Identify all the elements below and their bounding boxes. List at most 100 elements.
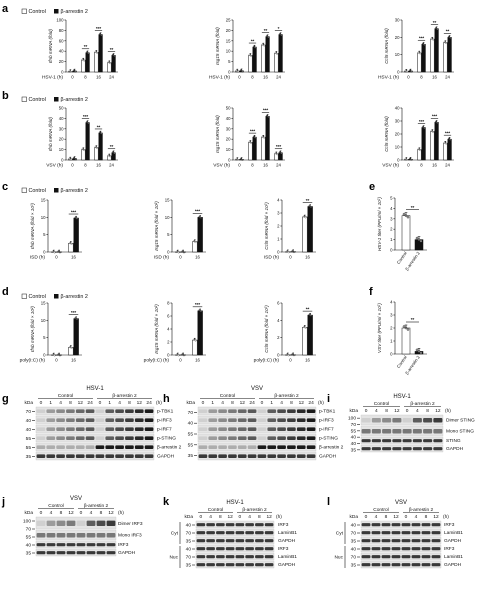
kda-marker: 100	[348, 416, 356, 422]
data-point	[53, 354, 56, 357]
blot-band	[392, 439, 402, 443]
blot-band	[306, 436, 316, 440]
blot-band	[106, 533, 116, 538]
ytick-label: 0	[390, 248, 393, 253]
blot-band	[361, 429, 371, 434]
blot-band	[66, 533, 76, 538]
data-point	[287, 251, 290, 254]
xtick-label: 0	[179, 358, 182, 363]
kda-marker: 35	[351, 563, 357, 569]
xtick-label: 24	[276, 75, 281, 80]
bar-control	[192, 339, 198, 356]
blot-band	[247, 418, 257, 422]
bar-treated	[434, 122, 439, 161]
kda-label: kDa	[184, 514, 193, 520]
bar-treated	[197, 217, 203, 253]
data-point	[53, 251, 56, 254]
blot-band	[46, 454, 56, 458]
blot-title: HSV-1	[393, 394, 411, 400]
blot-band	[218, 436, 227, 440]
blot-group-control: Control	[373, 507, 388, 513]
chart-b3: 0 10 20 30 40 Ccl5 mRNA (fold) 0 8 *** 16 *** 24 ***…	[382, 106, 454, 169]
ytick-label: 0	[228, 158, 231, 163]
blot-band	[125, 436, 134, 440]
bar-control	[94, 147, 99, 161]
blot-band	[144, 454, 154, 458]
lane-label: 12	[299, 400, 305, 406]
blot-band	[46, 551, 56, 555]
ytick-label: 6	[277, 301, 280, 306]
ytick-label: 30	[395, 119, 400, 124]
blot-band	[125, 418, 134, 422]
ytick-label: 2	[390, 326, 393, 331]
blot-band	[245, 555, 254, 559]
chart-a1: 0 20 40 60 80 100 Ifnb mRNA (fold) 0 8 ** 16 *** 24 *…	[42, 18, 118, 81]
blot-band	[306, 454, 316, 458]
blot-band	[401, 531, 411, 535]
kda-marker: 70	[186, 531, 192, 537]
xtick-label: Control	[396, 251, 408, 265]
blot-band	[277, 427, 286, 431]
blot-band	[225, 531, 235, 535]
blot-strip	[195, 552, 275, 561]
lane-label: 4	[59, 400, 62, 406]
legend-swatch-control	[21, 96, 27, 102]
blot-band	[134, 454, 144, 458]
blot-row-label: p-TBK1	[157, 408, 174, 414]
ytick-label: 20	[59, 137, 64, 142]
blot-strip	[197, 433, 317, 443]
legend-label-treated: β-arrestin 2	[61, 9, 88, 15]
blot-band	[371, 555, 381, 559]
bar-treated	[421, 44, 426, 73]
blot-band	[95, 418, 105, 422]
blot-band	[237, 445, 247, 449]
ytick-label: 20	[395, 132, 400, 137]
blot-band	[216, 531, 225, 535]
blot-band	[86, 543, 96, 547]
blot-band	[257, 427, 267, 431]
blot-band	[66, 551, 76, 555]
blot-strip	[360, 444, 444, 453]
ytick-label: 5	[43, 335, 46, 340]
legend-swatch-control	[21, 293, 27, 299]
blot-band	[66, 409, 75, 413]
blot-band	[371, 531, 381, 535]
blot-band	[245, 563, 254, 567]
data-point	[402, 212, 406, 216]
blot-row-label: LaminB1	[278, 530, 297, 536]
bar-control	[261, 136, 266, 161]
blot-band	[208, 436, 218, 440]
data-point	[254, 46, 257, 49]
xtick-label: 0	[407, 75, 410, 80]
blot-band	[255, 539, 264, 543]
blot-band	[36, 445, 46, 449]
data-point	[445, 142, 448, 145]
panel-letter-c: c	[2, 181, 8, 193]
blot-strip	[195, 520, 275, 529]
lane-label: 8	[128, 400, 131, 406]
blot-band	[66, 454, 75, 458]
blot-band	[76, 520, 86, 526]
data-point	[406, 70, 409, 73]
chart-c3: 0 1 2 3 4 Ccl5 mRNA (fold × 10³) 0 16 ** ISD (h)	[264, 198, 316, 261]
bar-treated	[447, 138, 452, 161]
kda-marker: 70	[26, 409, 32, 415]
significance-stars: **	[411, 205, 415, 210]
blot-band	[277, 454, 286, 458]
data-point	[263, 44, 266, 47]
blot-band	[76, 551, 86, 555]
lane-label: 12	[108, 510, 114, 516]
lane-label: 0	[405, 514, 408, 520]
blot-band	[423, 429, 433, 434]
blot-band	[216, 563, 225, 567]
lane-label: 8	[219, 514, 222, 520]
blot-band	[245, 531, 254, 535]
lane-label: 8	[385, 514, 388, 520]
lane-label: 1	[211, 400, 214, 406]
blot-band	[391, 563, 401, 567]
blot-band	[208, 454, 218, 458]
ylabel-a3: Ccl5 mRNA (fold)	[384, 28, 389, 64]
bar-control	[81, 59, 86, 73]
